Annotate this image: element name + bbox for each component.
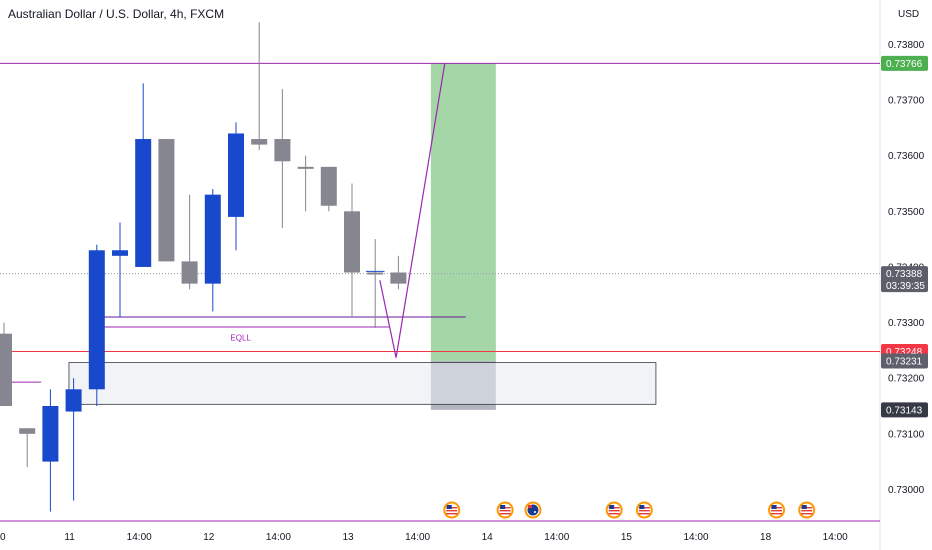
take-profit-zone [430,63,496,361]
candle-body [88,250,105,390]
candle-body [112,250,128,256]
x-tick-label: 14:00 [544,532,569,543]
y-tick-label: 0.73800 [888,40,925,51]
candle-body [274,139,291,162]
symbol-title[interactable]: Australian Dollar / U.S. Dollar, 4h, FXC… [8,7,225,21]
demand-zone [68,362,657,405]
x-tick-label: 14:00 [405,532,430,543]
y-tick-label: 0.73500 [888,207,925,218]
price-tag-label: 0.73388 [886,269,923,280]
x-tick-label: 10 [0,532,6,543]
us-event-icon [768,501,786,519]
price-tag-label: 0.73143 [886,405,923,416]
price-tag-label: 0.73766 [886,59,923,70]
candle-body [320,166,337,206]
us-event-icon [605,501,623,519]
x-tick-label: 14:00 [683,532,708,543]
price-tag-label: 0.73231 [886,356,923,367]
candle-body [65,389,82,412]
candle-body [367,272,384,275]
x-tick-label: 12 [203,532,215,543]
price-tag-label: 0.73248 [886,347,923,358]
y-tick-label: 0.73100 [888,429,925,440]
y-tick-label: 0.73200 [888,374,925,385]
x-tick-label: 14:00 [266,532,291,543]
au-event-icon [524,501,542,519]
price-tag: 0.73766 [881,55,928,71]
countdown-label: 03:39:35 [886,281,925,292]
y-tick-label: 0.73700 [888,96,925,107]
candle-body [181,261,198,284]
candle-body [19,428,36,434]
x-tick-label: 14:00 [127,532,152,543]
candle-body [135,139,152,267]
price-tag: 0.73231 [881,353,928,369]
x-tick-label: 15 [621,532,633,543]
candle-body [204,194,221,284]
x-tick-label: 14 [482,532,494,543]
y-tick-label: 0.73300 [888,318,925,329]
price-tag: 0.73143 [881,402,928,418]
y-tick-label: 0.73000 [888,485,925,496]
projected-path [379,63,446,358]
eqll-label: EQLL [230,334,251,343]
us-event-icon [798,501,816,519]
us-event-icon [496,501,514,519]
candle-body [158,139,175,262]
us-event-icon [443,501,461,519]
candle-body [251,139,268,145]
candle-body [390,272,407,284]
x-tick-label: 18 [760,532,772,543]
x-tick-label: 11 [64,532,75,543]
x-tick-label: 14:00 [823,532,848,543]
candle-body [42,405,59,462]
candle-body [297,166,314,169]
x-tick-label: 13 [342,532,354,543]
candle-body [228,133,244,217]
candle-body [0,333,12,406]
candle-body [344,211,360,273]
y-tick-label: 0.73600 [888,151,925,162]
currency-label[interactable]: USD [898,9,920,20]
us-event-icon [635,501,653,519]
